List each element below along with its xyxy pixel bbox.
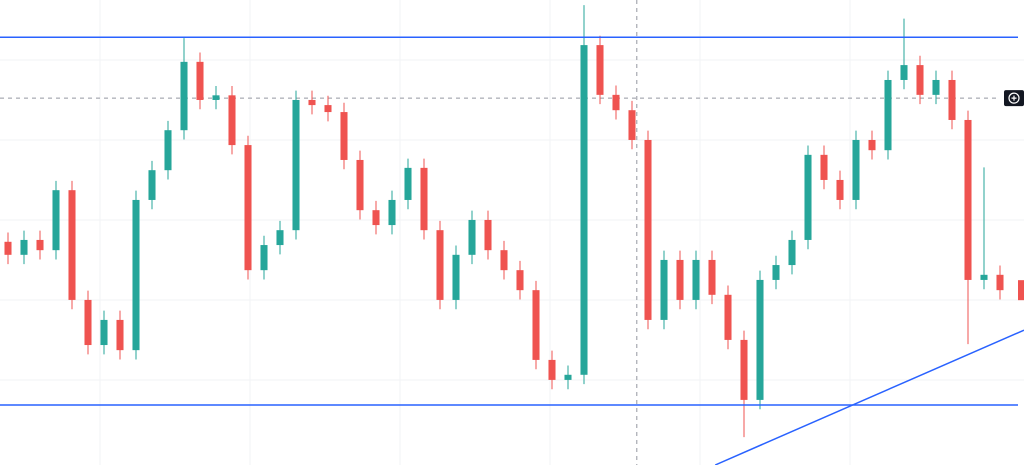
candle-body bbox=[596, 45, 604, 95]
candle-body bbox=[692, 259, 700, 300]
plus-icon-circle bbox=[1008, 92, 1020, 104]
candle-body bbox=[324, 105, 332, 113]
candle-body bbox=[884, 79, 892, 151]
plus-icon bbox=[1011, 95, 1017, 101]
candle-body bbox=[516, 270, 524, 291]
candle-body bbox=[468, 219, 476, 255]
candle-body bbox=[612, 94, 620, 111]
candle-body bbox=[116, 319, 124, 351]
candle-body bbox=[420, 167, 428, 231]
candle-body bbox=[580, 45, 588, 375]
crosshair-plus-button[interactable] bbox=[1004, 90, 1024, 107]
candle-body bbox=[740, 339, 748, 400]
candle-body bbox=[132, 199, 140, 351]
candle-body bbox=[548, 359, 556, 380]
candle-body bbox=[836, 179, 844, 200]
candle-body bbox=[852, 139, 860, 200]
candle-body bbox=[452, 254, 460, 300]
candle-body bbox=[932, 79, 940, 95]
candle-body bbox=[564, 374, 572, 380]
last-price-marker bbox=[1018, 280, 1024, 301]
candle-body bbox=[148, 170, 156, 200]
candle-body bbox=[100, 319, 108, 346]
candle-body bbox=[68, 190, 76, 300]
trend-line bbox=[714, 329, 1024, 465]
candle-body bbox=[660, 259, 668, 320]
candle-body bbox=[292, 99, 300, 231]
candle-body bbox=[628, 110, 636, 140]
candle-body bbox=[500, 250, 508, 271]
candle-body bbox=[372, 210, 380, 226]
candle-body bbox=[52, 190, 60, 251]
candle-body bbox=[308, 99, 316, 106]
candle-body bbox=[404, 167, 412, 200]
candle-body bbox=[340, 112, 348, 160]
candle-body bbox=[756, 279, 764, 400]
candle-body bbox=[676, 259, 684, 300]
candle-body bbox=[964, 119, 972, 280]
candle-body bbox=[20, 239, 28, 255]
candle-body bbox=[900, 65, 908, 80]
candle-body bbox=[356, 159, 364, 211]
candle-body bbox=[948, 79, 956, 120]
candle-body bbox=[388, 199, 396, 226]
candle-body bbox=[868, 139, 876, 151]
candle-body bbox=[724, 294, 732, 340]
candle-body bbox=[772, 265, 780, 280]
candle-body bbox=[436, 230, 444, 300]
candle-body bbox=[820, 154, 828, 180]
candle-body bbox=[788, 239, 796, 266]
candle-body bbox=[180, 61, 188, 131]
candle-body bbox=[980, 274, 988, 280]
candle-body bbox=[84, 299, 92, 346]
candle-body bbox=[260, 245, 268, 271]
candle-body bbox=[484, 219, 492, 251]
candle-body bbox=[708, 259, 716, 295]
candle-body bbox=[644, 139, 652, 320]
candle-body bbox=[276, 230, 284, 246]
candle-body bbox=[996, 274, 1004, 291]
candle-body bbox=[804, 154, 812, 240]
candle-body bbox=[228, 95, 236, 146]
candle-body bbox=[36, 239, 44, 251]
candle-body bbox=[212, 95, 220, 100]
candle-body bbox=[164, 130, 172, 171]
candle-body bbox=[4, 241, 12, 255]
candle-body bbox=[532, 290, 540, 360]
candle-body bbox=[916, 65, 924, 95]
candle-body bbox=[244, 145, 252, 271]
candle-body bbox=[196, 61, 204, 100]
